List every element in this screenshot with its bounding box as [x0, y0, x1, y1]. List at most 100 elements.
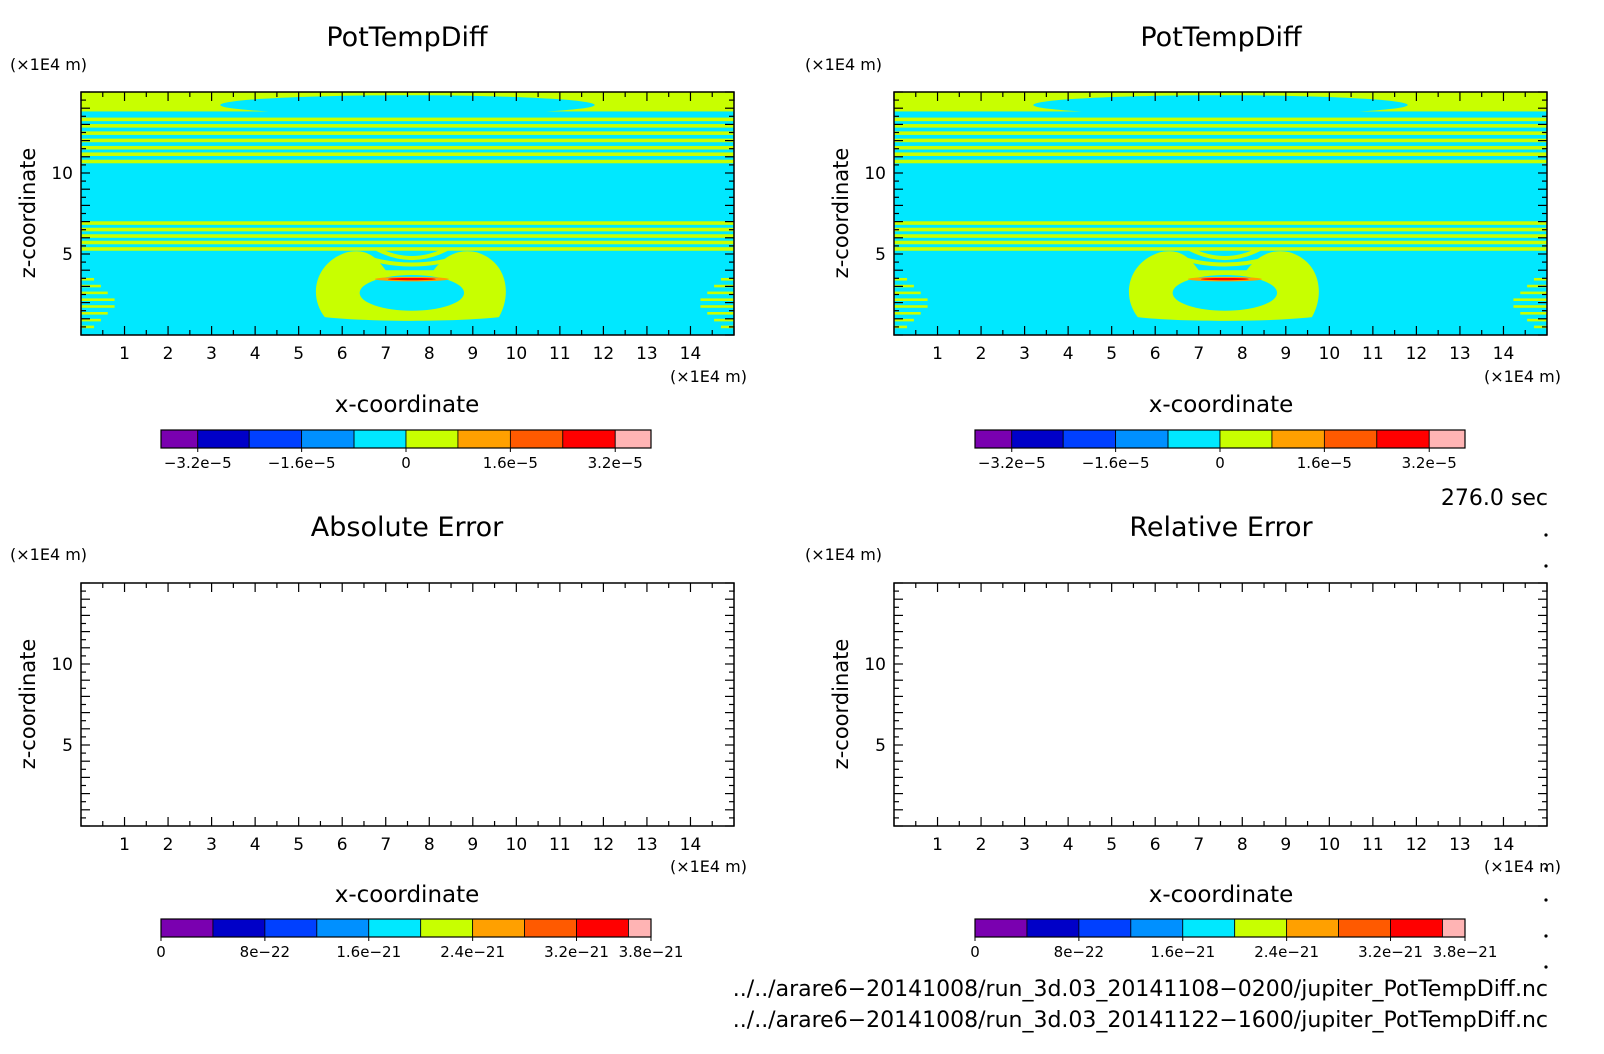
field-arc	[1189, 247, 1261, 260]
y-axis-label: z-coordinate	[829, 148, 853, 279]
panel-pottempdiff-left: PotTempDiff (×1E4 m) 1 2 3 4 5 6 7 8 9 10 11 12 13 14…	[10, 22, 747, 472]
colorbar-swatch	[316, 918, 370, 938]
file-path-1: ../../arare6−20141008/run_3d.03_20141108…	[733, 977, 1548, 1002]
x-tick-label: 8	[424, 835, 435, 855]
field-side-streak	[720, 277, 734, 281]
colorbar-label: 1.6e−21	[1150, 943, 1215, 961]
x-tick-label: 12	[1406, 344, 1428, 364]
x-tick-label: 13	[636, 344, 658, 364]
field-side-streak	[1533, 325, 1547, 329]
x-unit-label: (×1E4 m)	[670, 857, 747, 876]
field-band	[81, 221, 734, 225]
colorbar-swatch	[1286, 918, 1339, 938]
decorative-dots	[1544, 533, 1548, 969]
colorbar: −3.2e−5 −1.6e−5 0 1.6e−5 3.2e−5	[160, 429, 652, 472]
x-tick-label: 7	[380, 835, 391, 855]
field-side-streak	[1513, 305, 1547, 308]
colorbar-label: 8e−22	[1054, 943, 1104, 961]
x-tick-label: 10	[506, 344, 528, 364]
colorbar-swatch	[197, 429, 250, 449]
colorbar-label: 2.4e−21	[440, 943, 505, 961]
colorbar-label: 3.8e−21	[1433, 943, 1498, 961]
field-band	[894, 117, 1547, 122]
field-band	[81, 159, 734, 164]
field-side-streak	[714, 318, 734, 322]
colorbar-swatch	[1182, 918, 1236, 938]
panel-title: Absolute Error	[311, 512, 504, 543]
colorbar-swatch	[1376, 429, 1430, 449]
colorbar-swatch	[1115, 429, 1169, 449]
field-band	[894, 240, 1547, 245]
x-tick-label: 11	[1362, 344, 1384, 364]
colorbar-swatch	[614, 429, 652, 449]
plot-frame	[80, 582, 735, 827]
field-side-streak	[894, 311, 921, 315]
field-band	[894, 145, 1547, 150]
field-side-streak	[894, 325, 908, 329]
colorbar-swatch	[1390, 918, 1443, 938]
x-tick-label: 10	[1319, 344, 1341, 364]
x-tick-label: 12	[593, 344, 615, 364]
field-side-streak	[894, 291, 921, 295]
colorbar-swatch	[1428, 429, 1466, 449]
field-hot-core	[1200, 277, 1249, 281]
field-side-streak	[81, 291, 108, 295]
field-side-streak	[894, 298, 928, 301]
field-anomaly-core	[1172, 275, 1278, 311]
x-tick-label: 5	[293, 344, 304, 364]
colorbar-swatch	[160, 918, 214, 938]
y-unit-label: (×1E4 m)	[10, 545, 87, 564]
colorbar-swatch	[1271, 429, 1325, 449]
y-unit-label: (×1E4 m)	[805, 55, 882, 74]
y-tick-label: 10	[864, 655, 886, 675]
x-tick-label: 5	[1106, 344, 1117, 364]
colorbar-swatch	[1219, 429, 1273, 449]
x-axis-label: x-coordinate	[1149, 882, 1294, 908]
field-side-streak	[1513, 298, 1547, 301]
colorbar-swatch	[264, 918, 318, 938]
field-side-streak	[81, 284, 101, 288]
colorbar-label: 2.4e−21	[1254, 943, 1319, 961]
colorbar: −3.2e−5 −1.6e−5 0 1.6e−5 3.2e−5	[974, 429, 1466, 472]
colorbar-label: 1.6e−5	[483, 454, 538, 472]
y-axis-label: z-coordinate	[829, 639, 853, 770]
y-tick-label: 10	[51, 655, 73, 675]
field-side-streak	[720, 325, 734, 329]
x-tick-label: 14	[1493, 835, 1515, 855]
field-band	[81, 138, 734, 143]
field-band	[81, 131, 734, 135]
x-tick-label: 14	[680, 835, 702, 855]
x-tick-label: 14	[1493, 344, 1515, 364]
x-axis-label: x-coordinate	[1149, 392, 1294, 418]
x-unit-label: (×1E4 m)	[1484, 367, 1561, 386]
field-band	[894, 234, 1547, 238]
field-band	[81, 124, 734, 128]
field-band	[894, 138, 1547, 143]
colorbar-swatch	[1062, 429, 1117, 449]
colorbar-swatch	[576, 918, 629, 938]
x-tick-label: 12	[593, 835, 615, 855]
x-tick-label: 5	[293, 835, 304, 855]
colorbar-swatch	[160, 429, 199, 449]
panel-title: PotTempDiff	[326, 22, 489, 53]
x-tick-label: 2	[976, 835, 987, 855]
colorbar-label: 0	[156, 943, 166, 961]
field-band	[894, 152, 1547, 156]
x-tick-label: 11	[549, 835, 571, 855]
colorbar-label: 3.8e−21	[619, 943, 684, 961]
time-label: 276.0 sec	[1441, 486, 1548, 511]
y-tick-label: 10	[51, 164, 73, 184]
colorbar-label: 0	[970, 943, 980, 961]
colorbar-swatch	[524, 918, 577, 938]
colorbar-swatch	[1078, 918, 1132, 938]
colorbar-swatch	[509, 429, 564, 449]
y-tick-label: 5	[62, 736, 73, 756]
colorbar-label: −1.6e−5	[1082, 454, 1150, 472]
colorbar-swatch	[472, 918, 525, 938]
field-band	[894, 221, 1547, 225]
field-band	[894, 227, 1547, 232]
field-band	[894, 124, 1547, 128]
